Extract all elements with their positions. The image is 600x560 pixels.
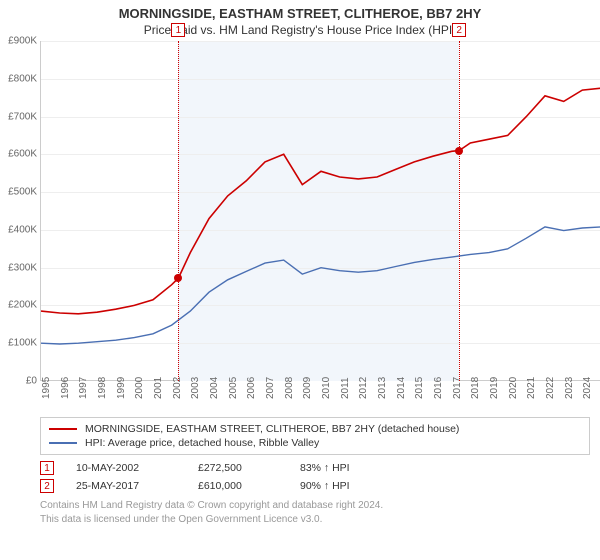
x-axis-label: 1996 [60, 377, 71, 399]
x-axis-label: 2001 [153, 377, 164, 399]
x-axis-label: 2003 [190, 377, 201, 399]
footer-line-2: This data is licensed under the Open Gov… [40, 513, 590, 527]
x-axis-label: 2017 [452, 377, 463, 399]
sale-pct-vs-hpi: 83% ↑ HPI [300, 462, 390, 474]
x-axis-label: 2010 [321, 377, 332, 399]
x-axis-label: 2021 [526, 377, 537, 399]
sale-marker-line-1 [178, 41, 179, 381]
y-axis-label: £800K [3, 73, 37, 84]
y-axis-label: £300K [3, 262, 37, 273]
y-axis-label: £900K [3, 36, 37, 47]
sale-row-box: 1 [40, 461, 54, 475]
sales-table: 1 10-MAY-2002 £272,500 83% ↑ HPI 2 25-MAY-201… [40, 459, 590, 495]
sale-row-1: 1 10-MAY-2002 £272,500 83% ↑ HPI [40, 459, 590, 477]
chart-area: £0£100K£200K£300K£400K£500K£600K£700K£80… [40, 41, 600, 411]
line-layer [41, 41, 600, 381]
sale-price: £610,000 [198, 480, 278, 492]
sale-price: £272,500 [198, 462, 278, 474]
x-axis-label: 1999 [116, 377, 127, 399]
y-axis-label: £100K [3, 338, 37, 349]
x-axis-label: 2007 [265, 377, 276, 399]
x-axis-label: 2023 [564, 377, 575, 399]
x-axis-label: 2009 [302, 377, 313, 399]
series-hpi [41, 227, 600, 344]
sale-marker-box-1: 1 [171, 23, 185, 37]
sale-point-2 [455, 147, 463, 155]
x-axis-label: 2024 [582, 377, 593, 399]
x-axis-label: 2018 [470, 377, 481, 399]
x-axis-label: 2002 [172, 377, 183, 399]
footer-attribution: Contains HM Land Registry data © Crown c… [40, 499, 590, 526]
x-axis-label: 2020 [508, 377, 519, 399]
legend-swatch-hpi [49, 442, 77, 444]
sale-marker-line-2 [459, 41, 460, 381]
x-axis-label: 2008 [284, 377, 295, 399]
footer-line-1: Contains HM Land Registry data © Crown c… [40, 499, 590, 513]
sale-marker-box-2: 2 [452, 23, 466, 37]
sale-pct-vs-hpi: 90% ↑ HPI [300, 480, 390, 492]
sale-row-box: 2 [40, 479, 54, 493]
sale-point-1 [174, 274, 182, 282]
legend-row-hpi: HPI: Average price, detached house, Ribb… [49, 436, 581, 450]
y-axis-label: £600K [3, 149, 37, 160]
plot-region: £0£100K£200K£300K£400K£500K£600K£700K£80… [40, 41, 600, 381]
y-axis-label: £700K [3, 111, 37, 122]
y-axis-label: £400K [3, 224, 37, 235]
legend-label-hpi: HPI: Average price, detached house, Ribb… [85, 437, 319, 449]
y-axis-label: £500K [3, 187, 37, 198]
y-axis-label: £0 [3, 376, 37, 387]
x-axis-label: 2005 [228, 377, 239, 399]
sale-row-2: 2 25-MAY-2017 £610,000 90% ↑ HPI [40, 477, 590, 495]
sale-date: 25-MAY-2017 [76, 480, 176, 492]
chart-subtitle: Price paid vs. HM Land Registry's House … [0, 21, 600, 41]
x-axis-label: 2000 [134, 377, 145, 399]
x-axis-label: 2013 [377, 377, 388, 399]
x-axis-label: 2012 [358, 377, 369, 399]
x-axis-label: 2019 [489, 377, 500, 399]
x-axis-label: 2014 [396, 377, 407, 399]
x-axis-label: 1997 [78, 377, 89, 399]
x-axis-label: 2006 [246, 377, 257, 399]
x-axis-label: 2016 [433, 377, 444, 399]
x-axis-label: 1995 [41, 377, 52, 399]
x-axis-label: 2004 [209, 377, 220, 399]
legend-swatch-property [49, 428, 77, 430]
y-axis-label: £200K [3, 300, 37, 311]
x-axis-label: 2022 [545, 377, 556, 399]
chart-title: MORNINGSIDE, EASTHAM STREET, CLITHEROE, … [0, 0, 600, 21]
legend: MORNINGSIDE, EASTHAM STREET, CLITHEROE, … [40, 417, 590, 455]
legend-row-property: MORNINGSIDE, EASTHAM STREET, CLITHEROE, … [49, 422, 581, 436]
x-axis-label: 1998 [97, 377, 108, 399]
series-property [41, 88, 600, 314]
sale-date: 10-MAY-2002 [76, 462, 176, 474]
x-axis-label: 2011 [340, 377, 351, 399]
legend-label-property: MORNINGSIDE, EASTHAM STREET, CLITHEROE, … [85, 423, 459, 435]
x-axis-label: 2015 [414, 377, 425, 399]
